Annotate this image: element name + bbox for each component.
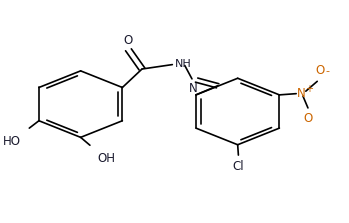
Text: N: N [189,82,198,95]
Text: +: + [305,84,313,94]
Text: Cl: Cl [232,159,244,173]
Text: O: O [303,112,313,125]
Text: N: N [297,87,306,100]
Text: -: - [326,66,330,76]
Text: NH: NH [175,59,192,69]
Text: O: O [123,34,132,47]
Text: OH: OH [97,152,115,165]
Text: HO: HO [3,135,21,148]
Text: O: O [315,64,325,77]
